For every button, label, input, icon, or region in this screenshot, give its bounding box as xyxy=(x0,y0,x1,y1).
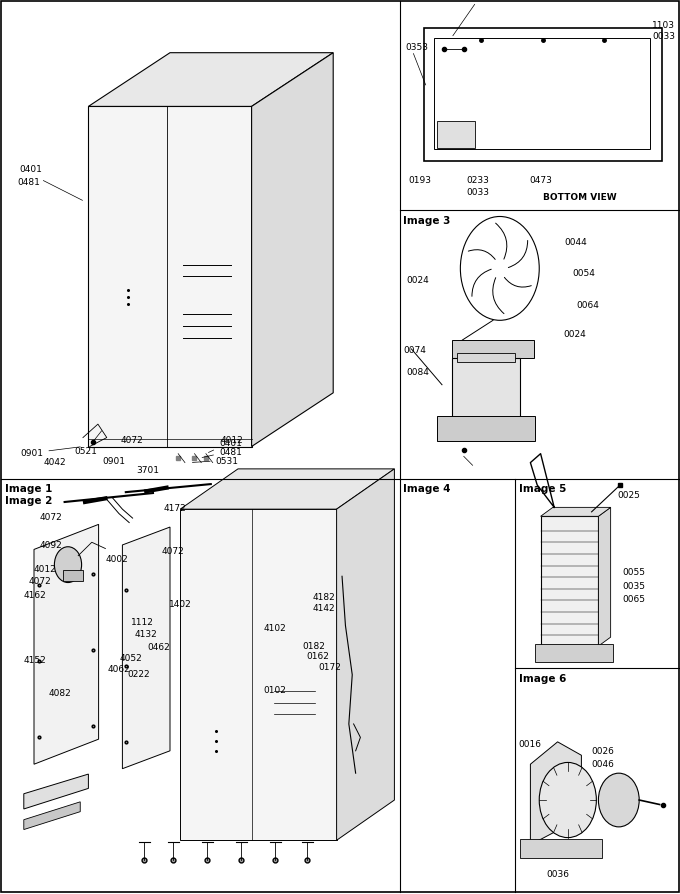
Text: 0016: 0016 xyxy=(519,739,542,748)
Bar xyxy=(535,645,613,662)
Text: 0046: 0046 xyxy=(592,759,615,768)
Text: 4052: 4052 xyxy=(120,654,142,662)
Bar xyxy=(437,417,535,442)
Text: Image 2: Image 2 xyxy=(5,495,53,505)
Circle shape xyxy=(598,773,639,827)
Text: 0531: 0531 xyxy=(192,456,239,465)
Text: 4162: 4162 xyxy=(24,590,46,599)
Text: 0901: 0901 xyxy=(20,447,80,458)
Text: 0182: 0182 xyxy=(302,641,325,650)
Text: 0024: 0024 xyxy=(407,275,429,284)
Text: 4102: 4102 xyxy=(264,623,286,632)
Polygon shape xyxy=(530,742,581,845)
Bar xyxy=(434,39,650,150)
Polygon shape xyxy=(598,508,611,646)
Polygon shape xyxy=(34,525,99,764)
Text: 0401: 0401 xyxy=(209,438,242,453)
Bar xyxy=(452,358,520,421)
Text: 1402: 1402 xyxy=(169,599,191,608)
Text: Image 5: Image 5 xyxy=(519,484,566,493)
Text: 4172: 4172 xyxy=(163,503,186,512)
Text: 0033: 0033 xyxy=(652,32,675,41)
Text: 0033: 0033 xyxy=(466,188,490,197)
Text: 0401: 0401 xyxy=(19,164,42,173)
Text: 4072: 4072 xyxy=(121,435,143,444)
Text: 0026: 0026 xyxy=(592,746,615,755)
Text: 0036: 0036 xyxy=(546,869,569,878)
Text: 0222: 0222 xyxy=(128,670,150,679)
Bar xyxy=(541,517,598,646)
Text: 4072: 4072 xyxy=(29,577,51,586)
Polygon shape xyxy=(24,774,88,809)
Polygon shape xyxy=(541,508,611,517)
Polygon shape xyxy=(88,54,333,107)
Text: 0102: 0102 xyxy=(264,686,287,695)
Text: 4072: 4072 xyxy=(39,512,62,521)
Text: 0353: 0353 xyxy=(405,43,428,52)
Polygon shape xyxy=(122,527,170,769)
Text: 4012: 4012 xyxy=(220,435,243,444)
Text: 0024: 0024 xyxy=(563,329,585,338)
Text: 1103: 1103 xyxy=(652,21,675,30)
Text: 4042: 4042 xyxy=(44,458,66,467)
Circle shape xyxy=(539,763,596,838)
Text: Image 4: Image 4 xyxy=(403,484,451,493)
Text: 4062: 4062 xyxy=(107,664,130,673)
Bar xyxy=(452,341,534,358)
Text: 4142: 4142 xyxy=(313,603,335,612)
Text: 0054: 0054 xyxy=(573,268,596,277)
Polygon shape xyxy=(180,469,394,510)
Text: 0233: 0233 xyxy=(466,175,490,184)
Text: 0084: 0084 xyxy=(407,367,430,376)
Text: Image 3: Image 3 xyxy=(403,215,451,225)
Text: 0473: 0473 xyxy=(529,175,552,184)
Text: 0064: 0064 xyxy=(577,300,600,309)
Text: 0462: 0462 xyxy=(147,642,169,651)
Polygon shape xyxy=(337,469,394,840)
Text: 0481: 0481 xyxy=(18,177,41,186)
Bar xyxy=(457,354,515,363)
Polygon shape xyxy=(88,107,252,447)
Circle shape xyxy=(54,547,82,583)
Text: 0162: 0162 xyxy=(306,652,329,661)
Text: 4152: 4152 xyxy=(24,655,46,664)
Text: 4012: 4012 xyxy=(34,564,56,573)
Text: 3701: 3701 xyxy=(136,465,159,474)
Text: 0901: 0901 xyxy=(102,456,125,465)
Text: 0172: 0172 xyxy=(318,662,341,671)
Text: 4182: 4182 xyxy=(313,593,335,602)
Text: 0035: 0035 xyxy=(622,581,645,590)
Polygon shape xyxy=(24,802,80,830)
Text: Image 1: Image 1 xyxy=(5,484,53,493)
Text: 4092: 4092 xyxy=(39,541,62,550)
Text: 0065: 0065 xyxy=(622,595,645,603)
Bar xyxy=(437,122,475,148)
Text: 0481: 0481 xyxy=(202,447,242,458)
Polygon shape xyxy=(180,510,337,840)
Text: 0521: 0521 xyxy=(75,431,101,455)
Bar xyxy=(520,839,602,858)
Polygon shape xyxy=(252,54,333,447)
Text: 4072: 4072 xyxy=(162,546,184,555)
Text: 0055: 0055 xyxy=(622,568,645,577)
Text: Image 6: Image 6 xyxy=(519,673,566,683)
Text: 1112: 1112 xyxy=(131,617,154,626)
Text: 0193: 0193 xyxy=(408,175,431,184)
Bar xyxy=(424,29,662,162)
Text: 0074: 0074 xyxy=(403,345,426,354)
Text: 4002: 4002 xyxy=(105,554,128,563)
Text: BOTTOM VIEW: BOTTOM VIEW xyxy=(543,193,616,202)
Text: 0025: 0025 xyxy=(617,490,641,499)
Bar xyxy=(63,570,83,581)
Text: 4132: 4132 xyxy=(135,629,157,638)
Text: 4082: 4082 xyxy=(49,688,71,697)
Text: 0044: 0044 xyxy=(564,238,587,247)
